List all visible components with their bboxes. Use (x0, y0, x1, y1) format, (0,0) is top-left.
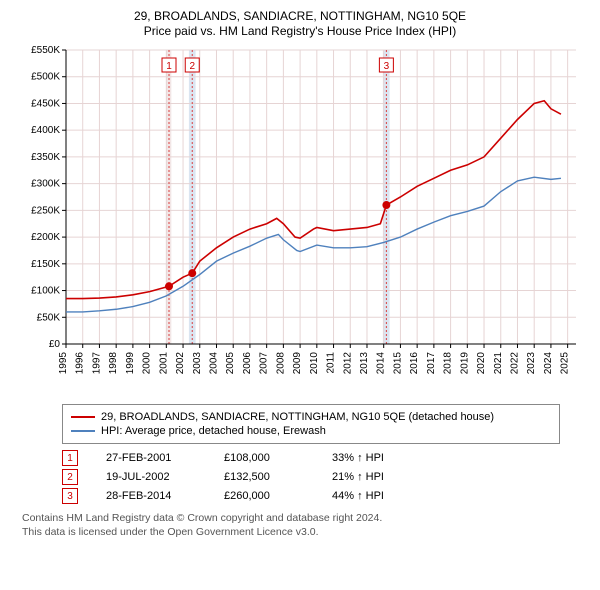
svg-text:2006: 2006 (242, 352, 253, 375)
sales-table: 1 27-FEB-2001 £108,000 33% ↑ HPI 2 19-JU… (62, 450, 578, 504)
svg-text:2025: 2025 (560, 352, 571, 375)
svg-text:2014: 2014 (376, 352, 387, 375)
svg-text:1998: 1998 (108, 352, 119, 375)
legend-swatch-hpi (71, 430, 95, 432)
legend-swatch-property (71, 416, 95, 418)
svg-text:2018: 2018 (443, 352, 454, 375)
chart-subtitle: Price paid vs. HM Land Registry's House … (10, 24, 590, 38)
svg-text:1997: 1997 (91, 352, 102, 375)
svg-text:2001: 2001 (158, 352, 169, 375)
sale-price: £108,000 (224, 452, 304, 464)
legend-row-property: 29, BROADLANDS, SANDIACRE, NOTTINGHAM, N… (71, 411, 551, 423)
sale-row: 3 28-FEB-2014 £260,000 44% ↑ HPI (62, 488, 578, 504)
legend-label-hpi: HPI: Average price, detached house, Erew… (101, 425, 326, 437)
sale-date: 28-FEB-2014 (106, 490, 196, 502)
svg-text:2007: 2007 (259, 352, 270, 375)
line-chart: 1 2 3 £0 £50K £100K £150K £200K £250K £300K £350K £… (20, 44, 580, 394)
legend: 29, BROADLANDS, SANDIACRE, NOTTINGHAM, N… (62, 404, 560, 444)
sale-date: 27-FEB-2001 (106, 452, 196, 464)
svg-text:2017: 2017 (426, 352, 437, 375)
svg-text:1995: 1995 (58, 352, 69, 375)
svg-text:£250K: £250K (31, 206, 60, 217)
svg-text:2005: 2005 (225, 352, 236, 375)
sale-price: £132,500 (224, 471, 304, 483)
svg-text:2008: 2008 (275, 352, 286, 375)
attribution-line: This data is licensed under the Open Gov… (22, 526, 578, 540)
svg-text:£0: £0 (49, 339, 61, 350)
svg-text:£550K: £550K (31, 45, 60, 56)
svg-text:£50K: £50K (37, 312, 61, 323)
svg-text:£350K: £350K (31, 152, 60, 163)
sale-vs-hpi: 44% ↑ HPI (332, 490, 384, 502)
svg-text:2021: 2021 (493, 352, 504, 375)
sale-badge: 3 (62, 488, 78, 504)
sale-badge: 1 (62, 450, 78, 466)
svg-text:2: 2 (189, 61, 195, 72)
attribution: Contains HM Land Registry data © Crown c… (22, 512, 578, 539)
svg-text:2015: 2015 (392, 352, 403, 375)
svg-text:2003: 2003 (192, 352, 203, 375)
svg-text:2000: 2000 (142, 352, 153, 375)
sale-price: £260,000 (224, 490, 304, 502)
chart-svg: 1 2 3 £0 £50K £100K £150K £200K £250K £300K £350K £… (20, 44, 580, 394)
svg-text:1996: 1996 (75, 352, 86, 375)
attribution-line: Contains HM Land Registry data © Crown c… (22, 512, 578, 526)
svg-text:£450K: £450K (31, 99, 60, 110)
svg-text:2023: 2023 (526, 352, 537, 375)
svg-text:1999: 1999 (125, 352, 136, 375)
svg-text:2012: 2012 (342, 352, 353, 375)
sale-date: 19-JUL-2002 (106, 471, 196, 483)
sale-vs-hpi: 33% ↑ HPI (332, 452, 384, 464)
svg-text:2022: 2022 (509, 352, 520, 375)
svg-text:2002: 2002 (175, 352, 186, 375)
svg-text:£400K: £400K (31, 125, 60, 136)
svg-text:2004: 2004 (208, 352, 219, 375)
svg-text:2010: 2010 (309, 352, 320, 375)
chart-title: 29, BROADLANDS, SANDIACRE, NOTTINGHAM, N… (10, 8, 590, 24)
svg-text:2020: 2020 (476, 352, 487, 375)
svg-text:3: 3 (384, 61, 390, 72)
sale-row: 1 27-FEB-2001 £108,000 33% ↑ HPI (62, 450, 578, 466)
sale-badge: 2 (62, 469, 78, 485)
svg-text:£300K: £300K (31, 179, 60, 190)
chart-container: { "title_line1": "29, BROADLANDS, SANDIA… (0, 0, 600, 590)
svg-text:2024: 2024 (543, 352, 554, 375)
legend-row-hpi: HPI: Average price, detached house, Erew… (71, 425, 551, 437)
sale-row: 2 19-JUL-2002 £132,500 21% ↑ HPI (62, 469, 578, 485)
svg-text:2019: 2019 (459, 352, 470, 375)
svg-text:£200K: £200K (31, 232, 60, 243)
svg-text:1: 1 (166, 61, 172, 72)
svg-text:2009: 2009 (292, 352, 303, 375)
svg-text:£150K: £150K (31, 259, 60, 270)
svg-text:£100K: £100K (31, 286, 60, 297)
svg-text:2011: 2011 (326, 352, 337, 374)
legend-label-property: 29, BROADLANDS, SANDIACRE, NOTTINGHAM, N… (101, 411, 494, 423)
svg-text:£500K: £500K (31, 72, 60, 83)
svg-text:2013: 2013 (359, 352, 370, 375)
svg-text:2016: 2016 (409, 352, 420, 375)
sale-vs-hpi: 21% ↑ HPI (332, 471, 384, 483)
